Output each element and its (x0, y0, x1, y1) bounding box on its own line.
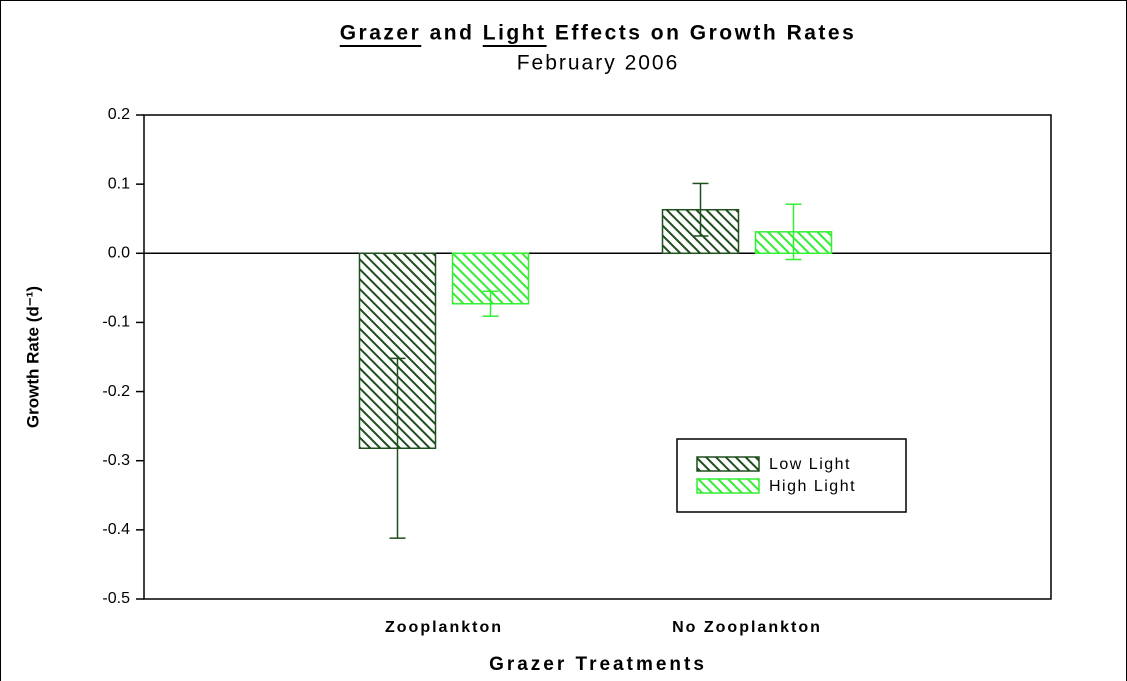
y-axis-label: Growth Rate (d⁻¹) (23, 286, 42, 428)
legend-swatch (696, 456, 760, 472)
y-tick-label: 0.2 (108, 106, 130, 123)
legend-label: High Light (769, 478, 856, 495)
chart-subtitle: February 2006 (517, 52, 680, 75)
y-tick-label: -0.2 (102, 383, 130, 400)
y-tick-label: -0.3 (102, 452, 130, 469)
y-tick-label: 0.0 (108, 245, 130, 262)
legend-label: Low Light (769, 456, 851, 473)
x-tick-label: Zooplankton (385, 619, 503, 636)
legend-swatch (696, 478, 760, 494)
legend-box (676, 438, 907, 513)
y-tick-label: -0.1 (102, 314, 130, 331)
y-tick-label: -0.4 (102, 521, 130, 538)
y-tick-label: -0.5 (102, 590, 130, 607)
x-axis-label: Grazer Treatments (489, 654, 707, 675)
chart-title: Grazer and Light Effects on Growth Rates (340, 22, 857, 45)
y-tick-label: 0.1 (108, 175, 130, 192)
x-tick-label: No Zooplankton (672, 619, 822, 636)
plot-area (143, 114, 1052, 600)
